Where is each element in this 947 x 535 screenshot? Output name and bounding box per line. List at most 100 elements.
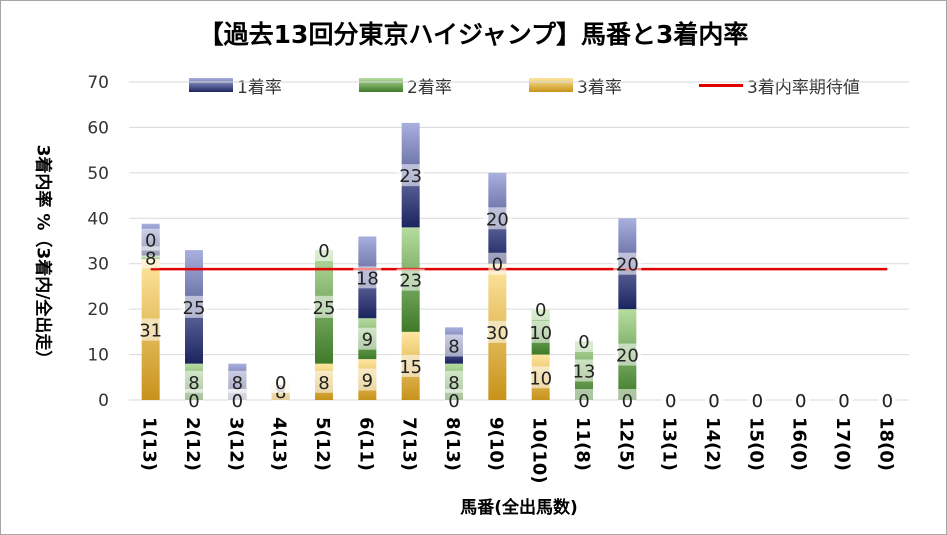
data-label-bg — [705, 389, 723, 411]
x-tick-label: 18(0) — [875, 417, 896, 471]
data-label-bg — [483, 207, 512, 230]
data-label-bg — [271, 370, 290, 393]
data-label: 0 — [708, 391, 719, 412]
data-label-bg — [228, 370, 247, 393]
data-label: 20 — [616, 346, 639, 367]
x-tick-label: 14(2) — [702, 417, 723, 471]
data-label-bg — [748, 389, 767, 411]
y-tick-label: 70 — [87, 73, 109, 93]
y-tick-label: 50 — [87, 164, 109, 184]
x-tick-label: 12(5) — [615, 417, 636, 471]
data-label: 8 — [318, 373, 329, 394]
data-label: 8 — [188, 373, 199, 394]
x-tick-label: 13(1) — [659, 417, 680, 471]
legend-line-expected — [699, 83, 743, 87]
x-tick-label: 16(0) — [789, 417, 810, 471]
data-label-bg — [396, 354, 425, 377]
y-tick-label: 30 — [87, 255, 109, 275]
data-label: 0 — [535, 300, 546, 321]
y-tick-label: 0 — [98, 391, 109, 411]
data-label-bg — [141, 246, 160, 269]
data-label: 0 — [665, 391, 676, 412]
data-label: 0 — [622, 391, 633, 412]
data-label-bg — [613, 343, 642, 366]
data-label: 31 — [139, 321, 162, 342]
x-tick-label: 4(13) — [269, 417, 290, 471]
x-tick-label: 9(10) — [485, 417, 506, 471]
data-label: 15 — [399, 357, 422, 378]
data-label: 0 — [795, 391, 806, 412]
x-tick-label: 7(13) — [399, 417, 420, 471]
x-tick-labels: 1(13) 2(12) 3(12) 4(13) 5(12) 6(11) 7(13) 8(13)… — [139, 417, 897, 484]
y-tick-label: 60 — [87, 118, 109, 138]
data-label-bg — [526, 320, 555, 343]
data-label: 8 — [145, 248, 156, 269]
x-tick-label: 5(12) — [312, 417, 333, 471]
data-label-bg — [180, 295, 208, 318]
data-label-bg — [483, 320, 512, 343]
y-tick-label: 20 — [87, 300, 109, 320]
data-label: 8 — [448, 373, 459, 394]
data-label-bg — [315, 239, 333, 262]
data-label: 10 — [529, 323, 552, 344]
data-label-bg — [228, 389, 247, 411]
x-tick-label: 15(0) — [745, 417, 766, 471]
x-tick-label: 2(12) — [182, 417, 203, 471]
data-label: 10 — [529, 368, 552, 389]
data-label-bg — [661, 389, 680, 411]
data-label: 13 — [573, 361, 596, 382]
x-axis-label: 馬番(全出馬数) — [460, 498, 578, 518]
data-label-bg — [488, 252, 507, 275]
data-label-bg — [575, 389, 593, 411]
chart-title: 【過去13回分東京ハイジャンプ】馬番と3着内率 — [198, 20, 749, 49]
data-label: 0 — [318, 241, 329, 262]
data-label: 8 — [232, 373, 243, 394]
data-label: 0 — [145, 231, 156, 252]
y-tick-label: 40 — [87, 209, 109, 229]
data-label: 9 — [362, 330, 373, 351]
data-label: 20 — [486, 209, 509, 230]
gridlines — [129, 81, 909, 401]
x-tick-label: 10(10) — [529, 417, 550, 484]
data-label: 0 — [578, 332, 589, 353]
data-label-bg — [185, 389, 203, 411]
data-label-bg — [445, 389, 463, 411]
data-label-bg — [445, 334, 463, 357]
data-label-bg — [570, 359, 598, 382]
data-label-bg — [575, 329, 593, 352]
data-label: 30 — [486, 323, 509, 344]
bars — [141, 122, 637, 400]
data-label-bg — [613, 252, 642, 275]
data-label-bg — [396, 164, 425, 187]
x-tick-label: 17(0) — [832, 417, 853, 471]
data-label: 0 — [275, 373, 286, 394]
data-label: 23 — [399, 271, 422, 292]
data-label: 8 — [448, 336, 459, 357]
data-label: 9 — [362, 371, 373, 392]
data-label-bg — [835, 389, 853, 411]
x-tick-label: 1(13) — [139, 417, 160, 471]
data-label-bg — [791, 389, 810, 411]
data-label-bg — [618, 389, 637, 411]
data-label-bg — [185, 370, 203, 393]
data-label-bg — [445, 370, 463, 393]
data-label: 0 — [188, 391, 199, 412]
data-label: 0 — [752, 391, 763, 412]
data-label-bg — [526, 366, 555, 389]
x-tick-label: 6(11) — [355, 417, 376, 471]
y-axis-label: 3着内率 %（3着内/全出走） — [32, 144, 53, 368]
data-label: 0 — [232, 391, 243, 412]
data-label-bg — [878, 389, 897, 411]
data-label-bg — [141, 228, 160, 251]
data-labels: 3180082500880082509918152323088300201010… — [136, 164, 897, 412]
data-label-bg — [358, 327, 377, 350]
y-tick-label: 10 — [87, 346, 109, 366]
data-label-bg — [531, 298, 550, 321]
data-label-bg — [315, 370, 333, 393]
y-tick-labels: 0 10 20 30 40 50 60 70 — [87, 73, 109, 411]
data-label: 18 — [356, 268, 379, 289]
data-label-bg — [396, 268, 425, 291]
data-label: 25 — [313, 298, 336, 319]
data-label: 0 — [882, 391, 893, 412]
data-label: 23 — [399, 166, 422, 187]
